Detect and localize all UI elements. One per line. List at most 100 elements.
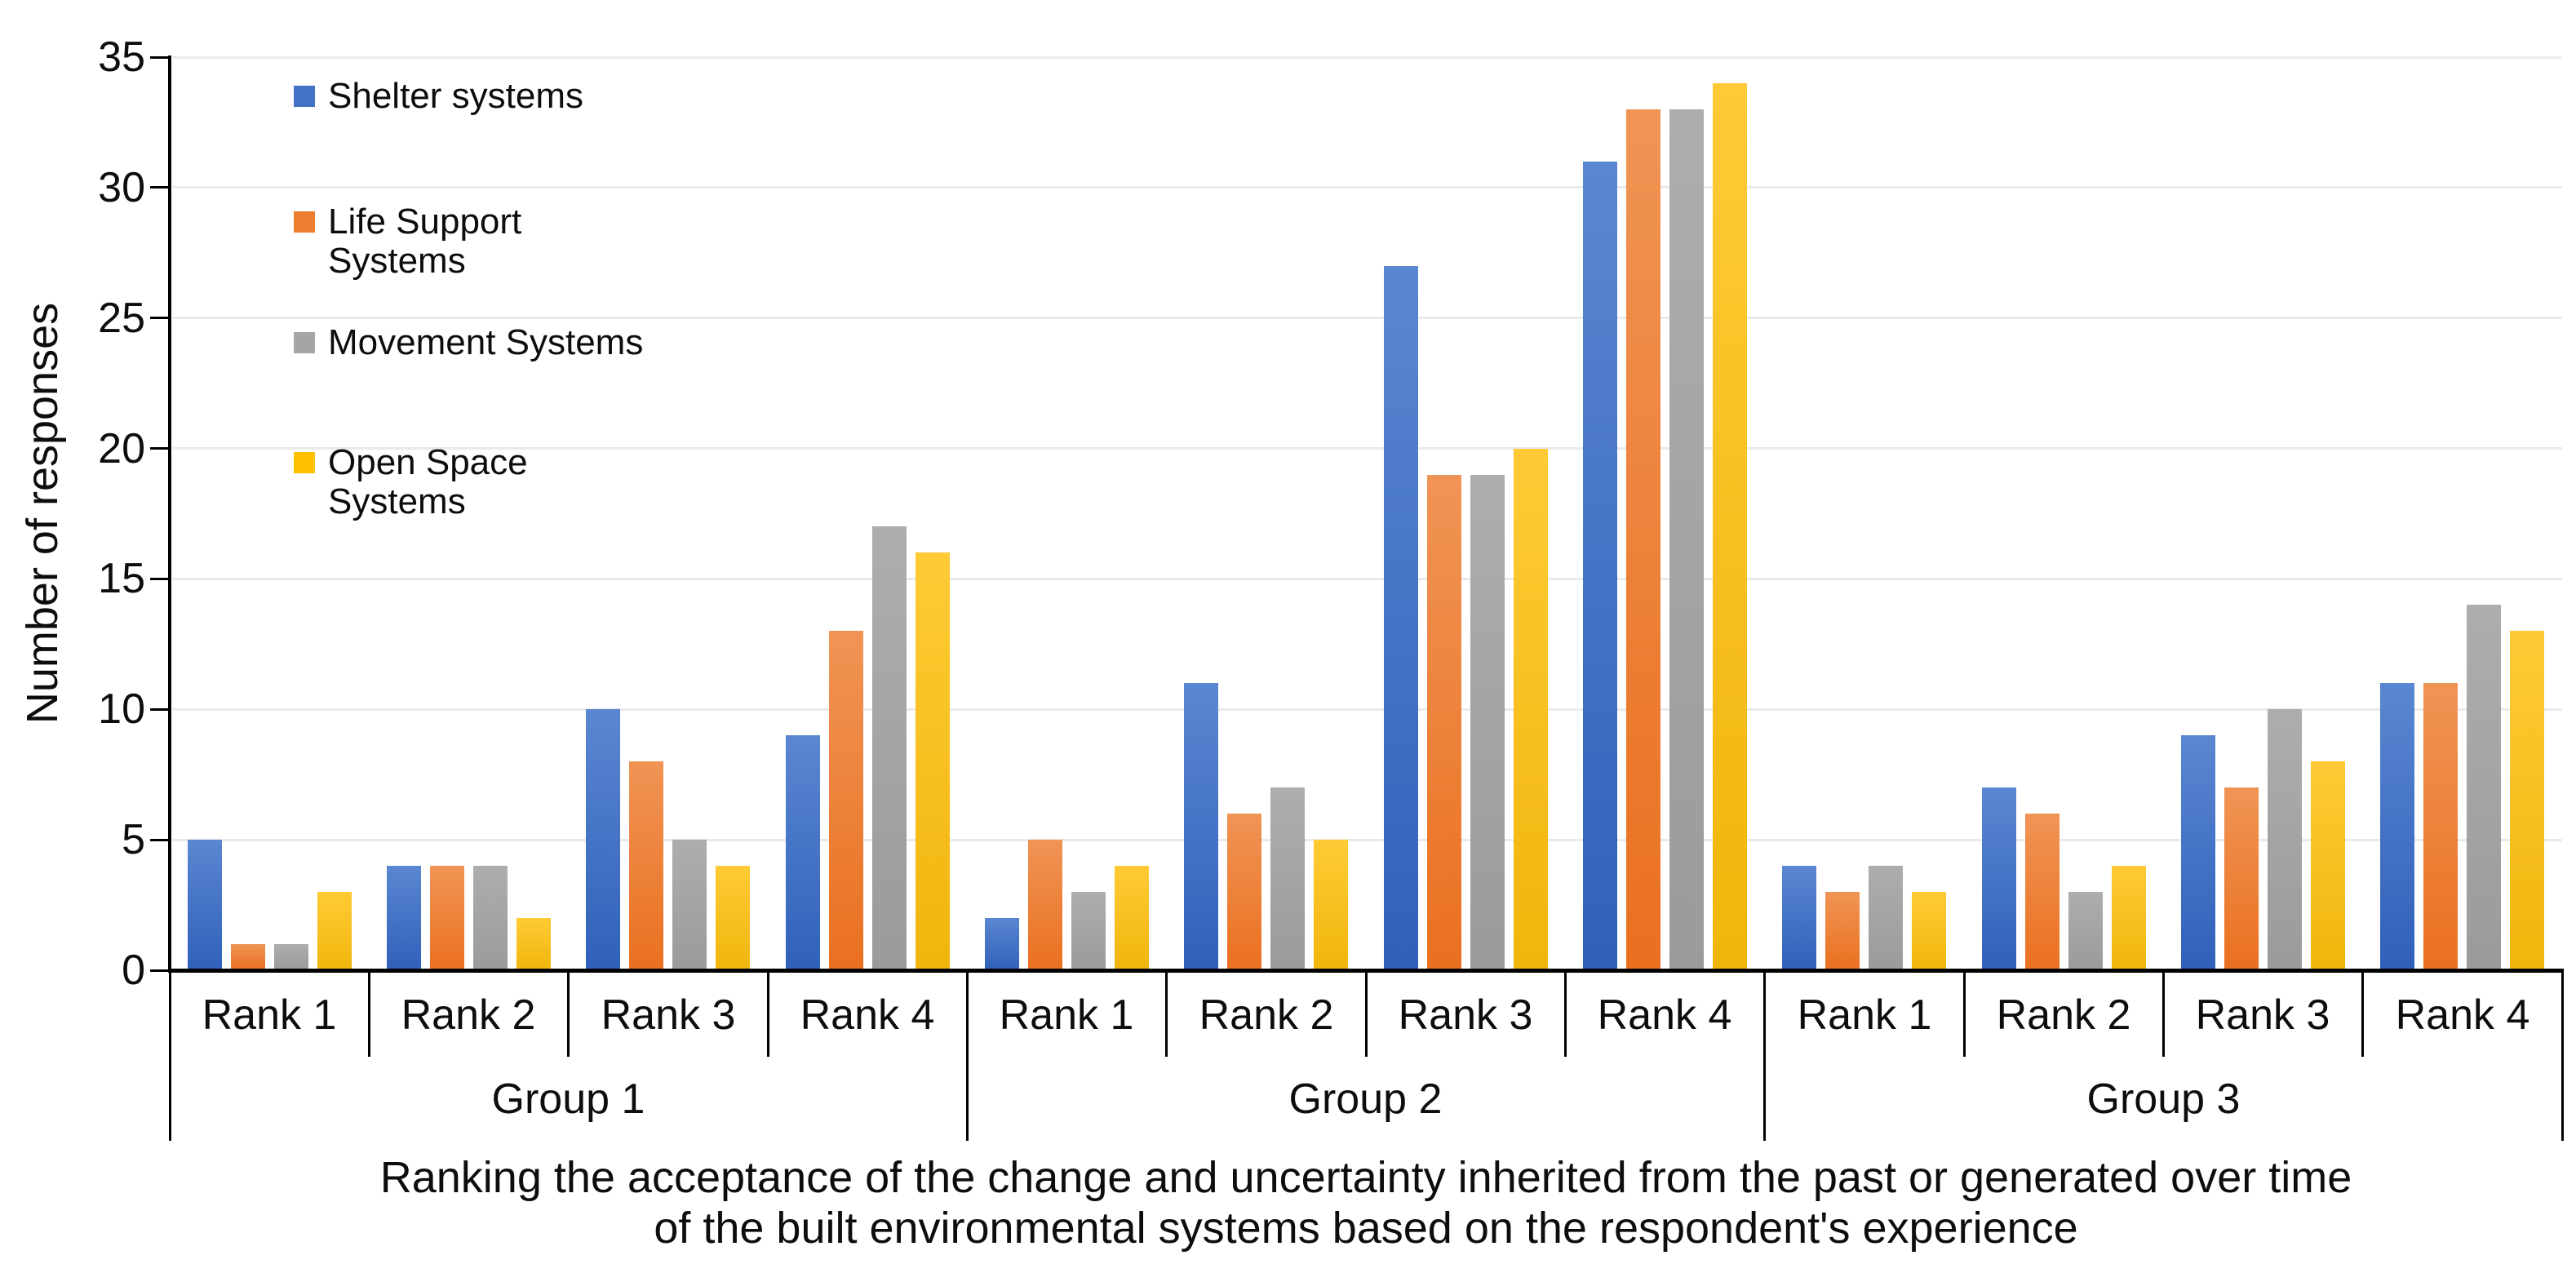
- y-axis-title: Number of responses: [18, 302, 67, 725]
- bar-open-space-systems-group-1-rank-3: [716, 866, 750, 970]
- bar-shelter-systems-group-1-rank-4: [786, 735, 820, 970]
- legend-swatch-movement-systems: [294, 332, 315, 353]
- rank-separator-10: [2162, 970, 2165, 1057]
- rank-separator-5: [1165, 970, 1168, 1057]
- legend-item-shelter-systems: Shelter systems: [294, 77, 583, 116]
- y-tick-label-10: 10: [98, 685, 145, 733]
- y-axis-tick-5: [150, 839, 170, 841]
- bar-life-support-systems-group-2-rank-3: [1427, 475, 1461, 970]
- bar-life-support-systems-group-2-rank-2: [1227, 814, 1261, 970]
- bar-life-support-systems-group-3-rank-3: [2224, 787, 2259, 970]
- legend-label-life-support-systems: Life Support Systems: [328, 202, 522, 281]
- bar-life-support-systems-group-1-rank-4: [829, 631, 863, 970]
- rank-label-g3-rank-4: Rank 4: [2395, 991, 2530, 1039]
- legend-swatch-open-space-systems: [294, 452, 315, 473]
- y-tick-label-0: 0: [122, 947, 145, 994]
- y-axis-line: [168, 55, 171, 970]
- bar-life-support-systems-group-3-rank-1: [1825, 892, 1860, 970]
- x-axis-title-line-1: Ranking the acceptance of the change and…: [379, 1153, 2352, 1202]
- rank-separator-9: [1963, 970, 1966, 1057]
- bar-movement-systems-group-1-rank-2: [473, 866, 508, 970]
- group-separator-3: [2561, 970, 2564, 1141]
- gridline-y-5: [173, 839, 2562, 841]
- gridline-y-10: [173, 708, 2562, 711]
- bar-life-support-systems-group-2-rank-1: [1028, 840, 1062, 970]
- legend-label-shelter-systems: Shelter systems: [328, 76, 583, 116]
- rank-label-g2-rank-3: Rank 3: [1398, 991, 1533, 1039]
- bar-shelter-systems-group-3-rank-2: [1982, 787, 2016, 970]
- bar-open-space-systems-group-3-rank-1: [1912, 892, 1946, 970]
- legend-item-life-support-systems: Life Support Systems: [294, 202, 521, 281]
- bar-life-support-systems-group-1-rank-2: [430, 866, 464, 970]
- bar-open-space-systems-group-1-rank-4: [916, 552, 950, 970]
- gridline-y-15: [173, 578, 2562, 580]
- rank-separator-7: [1564, 970, 1567, 1057]
- bar-life-support-systems-group-2-rank-4: [1626, 109, 1660, 970]
- bar-life-support-systems-group-3-rank-4: [2423, 683, 2458, 970]
- bar-shelter-systems-group-2-rank-3: [1384, 266, 1418, 970]
- gridline-y-20: [173, 447, 2562, 450]
- rank-separator-3: [767, 970, 769, 1057]
- rank-separator-1: [368, 970, 370, 1057]
- rank-label-g1-rank-3: Rank 3: [601, 991, 736, 1039]
- rank-label-g3-rank-2: Rank 2: [1996, 991, 2131, 1039]
- bar-shelter-systems-group-1-rank-3: [586, 709, 620, 970]
- bar-shelter-systems-group-3-rank-4: [2380, 683, 2414, 970]
- bar-movement-systems-group-2-rank-3: [1470, 475, 1505, 970]
- rank-separator-2: [567, 970, 570, 1057]
- y-axis-tick-0: [150, 969, 170, 972]
- rank-label-g1-rank-2: Rank 2: [401, 991, 536, 1039]
- bar-open-space-systems-group-2-rank-3: [1514, 449, 1548, 970]
- bar-shelter-systems-group-3-rank-3: [2181, 735, 2215, 970]
- y-axis-tick-35: [150, 56, 170, 59]
- rank-label-g2-rank-2: Rank 2: [1199, 991, 1334, 1039]
- bar-open-space-systems-group-1-rank-1: [317, 892, 352, 970]
- bar-open-space-systems-group-3-rank-2: [2112, 866, 2146, 970]
- bar-shelter-systems-group-3-rank-1: [1782, 866, 1816, 970]
- rank-label-g2-rank-1: Rank 1: [999, 991, 1134, 1039]
- bar-movement-systems-group-3-rank-3: [2268, 709, 2302, 970]
- group-label-group-1: Group 1: [491, 1075, 645, 1123]
- bar-life-support-systems-group-1-rank-1: [231, 944, 265, 970]
- x-axis-title-line-2: of the built environmental systems based…: [654, 1204, 2078, 1253]
- y-tick-label-20: 20: [98, 425, 145, 472]
- bar-shelter-systems-group-2-rank-1: [985, 918, 1019, 970]
- group-label-group-3: Group 3: [2086, 1075, 2241, 1123]
- bar-shelter-systems-group-1-rank-1: [188, 840, 222, 970]
- bar-open-space-systems-group-1-rank-2: [517, 918, 551, 970]
- y-axis-tick-25: [150, 317, 170, 319]
- rank-separator-11: [2361, 970, 2364, 1057]
- legend-label-open-space-systems: Open Space Systems: [328, 442, 528, 521]
- legend-item-open-space-systems: Open Space Systems: [294, 443, 528, 521]
- bar-open-space-systems-group-2-rank-4: [1713, 83, 1747, 970]
- bar-movement-systems-group-2-rank-2: [1270, 787, 1305, 970]
- bar-movement-systems-group-1-rank-3: [672, 840, 707, 970]
- y-tick-label-25: 25: [98, 295, 145, 342]
- group-separator-1: [966, 970, 969, 1141]
- rank-label-g2-rank-4: Rank 4: [1597, 991, 1732, 1039]
- group-label-group-2: Group 2: [1288, 1075, 1443, 1123]
- y-axis-tick-15: [150, 578, 170, 580]
- gridline-y-35: [173, 56, 2562, 59]
- rank-label-g1-rank-4: Rank 4: [800, 991, 935, 1039]
- y-tick-label-15: 15: [98, 555, 145, 602]
- bar-movement-systems-group-2-rank-1: [1071, 892, 1106, 970]
- y-axis-tick-10: [150, 708, 170, 711]
- group-separator-2: [1763, 970, 1766, 1141]
- y-axis-tick-30: [150, 186, 170, 189]
- rank-label-g3-rank-3: Rank 3: [2195, 991, 2330, 1039]
- legend-label-movement-systems: Movement Systems: [328, 322, 644, 362]
- group-separator-0: [169, 970, 171, 1141]
- bar-open-space-systems-group-3-rank-4: [2510, 631, 2544, 970]
- bar-movement-systems-group-1-rank-1: [274, 944, 308, 970]
- bar-open-space-systems-group-3-rank-3: [2311, 761, 2345, 970]
- rank-label-g3-rank-1: Rank 1: [1797, 991, 1932, 1039]
- rank-label-g1-rank-1: Rank 1: [202, 991, 337, 1039]
- legend-swatch-shelter-systems: [294, 86, 315, 107]
- gridline-y-25: [173, 317, 2562, 319]
- bar-life-support-systems-group-3-rank-2: [2025, 814, 2059, 970]
- y-tick-label-30: 30: [98, 164, 145, 211]
- y-tick-label-35: 35: [98, 33, 145, 81]
- y-axis-tick-20: [150, 447, 170, 450]
- bar-open-space-systems-group-2-rank-2: [1314, 840, 1348, 970]
